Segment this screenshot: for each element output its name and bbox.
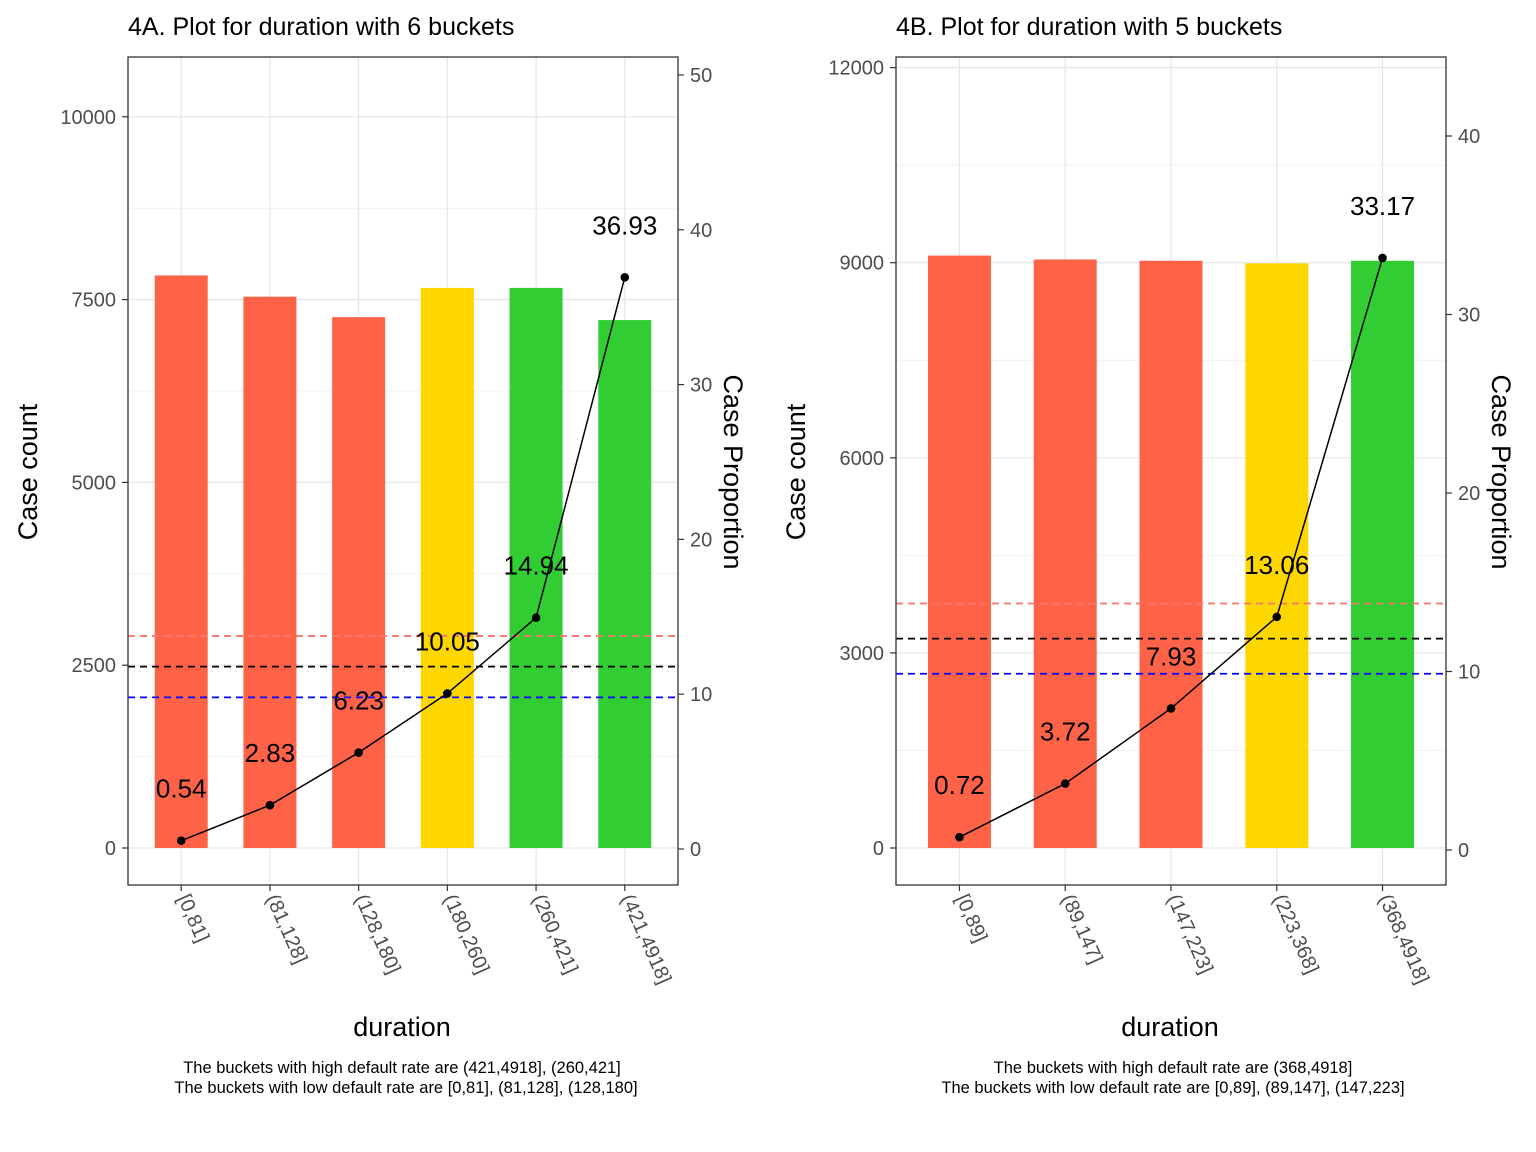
chart-4a-y2-axis-title: Case Proportion (718, 374, 748, 569)
chart-4b-y-tick-label: 0 (873, 838, 884, 860)
chart-4b-bar (1033, 259, 1097, 848)
chart-4a-data-label: 10.05 (415, 626, 480, 656)
chart-4a-proportion-point (176, 836, 186, 845)
chart-4a-bar (598, 320, 652, 848)
chart-4a-y2-tick-label: 0 (690, 839, 701, 861)
chart-4a-y-tick-label: 7500 (72, 290, 117, 312)
chart-4a-y-tick-label: 5000 (72, 472, 117, 494)
chart-4b-y2-tick-label: 20 (1458, 483, 1480, 505)
chart-4a-data-label: 14.94 (504, 551, 569, 581)
chart-4a-caption-high: The buckets with high default rate are (… (183, 1059, 621, 1077)
chart-4a-proportion-line (180, 277, 626, 842)
chart-4b-data-label: 0.72 (934, 770, 985, 800)
chart-4a-bar (420, 287, 474, 849)
chart-4a-y2-tick-label: 10 (690, 684, 712, 706)
chart-4a-proportion-point (265, 800, 275, 810)
chart-4a-y2-tick-label: 40 (690, 220, 712, 242)
chart-4a-y2-tick-label: 30 (690, 375, 712, 397)
chart-4a-data-label: 0.54 (156, 774, 207, 804)
chart-4b-plot: 0.72 3.72 7.93 13.06 33.17 0 3000 6000 9000 12000… (828, 56, 1480, 987)
chart-4a-caption-low: The buckets with low default rate are [0… (174, 1079, 637, 1097)
chart-4a-proportion-point (531, 613, 541, 623)
chart-4a-data-label: 36.93 (592, 210, 657, 240)
chart-4b-proportion-point (1272, 612, 1282, 622)
chart-4b-data-label: 33.17 (1350, 191, 1415, 221)
chart-4a-y2-tick-label: 50 (690, 65, 712, 87)
chart-4b-y-tick-label: 3000 (840, 643, 885, 665)
chart-4b-data-label: 13.06 (1244, 550, 1309, 580)
chart-4b-x-axis-title: duration (1121, 1012, 1219, 1042)
chart-4b-proportion-point (1060, 779, 1070, 788)
chart-4a-data-label: 2.83 (245, 738, 296, 768)
chart-4a-plot: 0.54 2.83 6.23 10.05 14.94 36.93 0 2500 5000 7500… (60, 56, 712, 987)
chart-4a-y-tick-label: 2500 (72, 655, 117, 677)
chart-4b-data-label: 7.93 (1146, 641, 1197, 671)
chart-4b-title: 4B. Plot for duration with 5 buckets (896, 13, 1282, 41)
chart-4a-x-axis-title: duration (353, 1012, 451, 1042)
chart-4a-proportion-point (354, 748, 363, 757)
chart-4b-data-label: 3.72 (1040, 717, 1091, 747)
chart-4b-caption-high: The buckets with high default rate are (… (994, 1059, 1353, 1077)
chart-4a-proportion-point (443, 689, 452, 698)
chart-4b-y-tick-label: 12000 (828, 58, 884, 80)
chart-4a-title: 4A. Plot for duration with 6 buckets (128, 13, 514, 41)
chart-4b-y2-axis-title: Case Proportion (1486, 374, 1516, 569)
chart-4b-caption-low: The buckets with low default rate are [0… (941, 1079, 1404, 1097)
chart-4a-y-axis-title: Case count (13, 403, 43, 540)
chart-4b-bar (1351, 260, 1415, 848)
chart-4a-y-tick-label: 0 (105, 838, 116, 860)
chart-4a-y2-tick-label: 20 (690, 529, 712, 551)
chart-4a-y-tick-label: 10000 (60, 107, 116, 129)
chart-4b-y-tick-label: 6000 (840, 448, 885, 470)
chart-4b-y-axis-title: Case count (781, 403, 811, 540)
chart-4a-proportion-point (620, 273, 630, 282)
chart-4b-proportion-point (1166, 704, 1176, 713)
chart-4b-y2-tick-label: 30 (1458, 305, 1480, 327)
chart-4b-bar (1245, 263, 1309, 848)
chart-4b-bar (1139, 260, 1203, 848)
chart-4a-bar (332, 317, 386, 848)
chart-4b-y-tick-label: 9000 (840, 253, 885, 275)
chart-4a-bar (243, 296, 297, 849)
chart-4a-data-label: 6.23 (333, 686, 384, 716)
chart-4a-panel-border (127, 56, 679, 886)
chart-4a-bar (509, 287, 563, 849)
chart-4b-y2-tick-label: 40 (1458, 126, 1480, 148)
chart-4b-y2-tick-label: 0 (1458, 840, 1469, 862)
chart-4b-proportion-point (1378, 253, 1387, 263)
chart-4a-bar (154, 275, 208, 848)
chart-4b-y2-tick-label: 10 (1458, 662, 1480, 684)
chart-4b-bar (927, 255, 991, 848)
chart-4b-proportion-point (955, 832, 964, 842)
